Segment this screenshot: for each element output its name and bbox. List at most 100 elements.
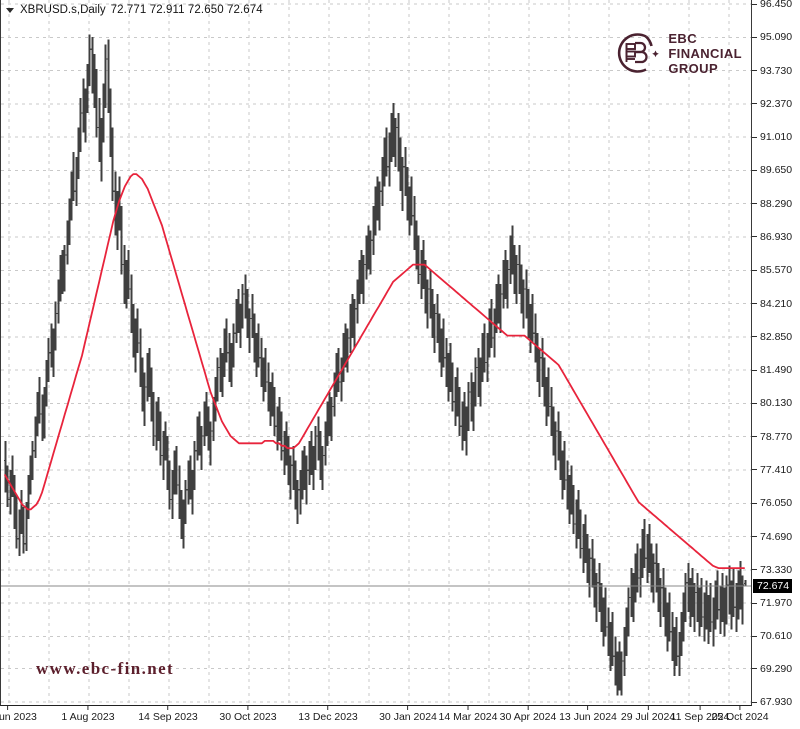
time-axis-tick-label: 16 Jun 2023 — [0, 711, 37, 723]
tick-mark — [752, 369, 757, 371]
price-axis-tick-label: 96.450 — [760, 0, 793, 10]
brand-line-3: GROUP — [668, 60, 719, 76]
price-axis-tick-label: 76.050 — [760, 497, 793, 510]
time-axis-tick-label: 11 Sep 2024 — [670, 711, 730, 723]
time-axis-tick: 29 Jul 2024 — [621, 706, 675, 723]
tick-mark — [327, 706, 329, 710]
time-axis-tick: 30 Jan 2024 — [379, 706, 437, 723]
tick-mark — [467, 706, 469, 710]
tick-mark — [247, 706, 249, 710]
tick-mark — [752, 336, 757, 338]
site-watermark: www.ebc-fin.net — [36, 659, 175, 678]
tick-mark — [752, 402, 757, 404]
time-axis-tick: 14 Sep 2023 — [138, 706, 198, 723]
time-axis-tick-label: 14 Sep 2023 — [138, 711, 198, 723]
chart-header[interactable]: XBRUSD.s,Daily 72.771 72.911 72.650 72.6… — [6, 2, 263, 18]
time-axis-tick-label: 30 Oct 2023 — [219, 711, 277, 723]
tick-mark — [752, 668, 757, 670]
price-axis-tick: 67.930 — [752, 696, 792, 708]
tick-mark — [752, 469, 757, 471]
brand-logo: EBC FINANCIAL GROUP — [613, 30, 742, 76]
price-axis-tick-label: 88.290 — [760, 197, 793, 210]
price-axis-tick-label: 73.330 — [760, 563, 793, 576]
tick-mark — [699, 706, 701, 710]
price-axis-tick: 80.130 — [752, 397, 792, 409]
time-axis-tick: 30 Apr 2024 — [499, 706, 557, 723]
price-axis-tick-label: 93.730 — [760, 64, 793, 77]
price-axis-tick: 86.930 — [752, 231, 792, 243]
price-axis-tick-label: 84.210 — [760, 297, 793, 310]
price-axis-tick: 91.010 — [752, 131, 792, 143]
price-axis-tick: 88.290 — [752, 198, 792, 210]
price-axis-tick-label: 81.490 — [760, 364, 793, 377]
tick-mark — [752, 136, 757, 138]
tick-mark — [752, 536, 757, 538]
price-axis-tick-label: 77.410 — [760, 463, 793, 476]
price-axis-tick: 73.330 — [752, 564, 792, 576]
price-axis-tick: 74.690 — [752, 531, 792, 543]
tick-mark — [752, 269, 757, 271]
price-axis-tick-label: 85.570 — [760, 264, 793, 277]
chart-plot-area[interactable] — [0, 0, 752, 706]
tick-mark — [7, 706, 9, 710]
tick-mark — [87, 706, 89, 710]
price-axis-tick-label: 74.690 — [760, 530, 793, 543]
time-axis-tick-label: 29 Jul 2024 — [620, 711, 676, 723]
tick-mark — [527, 706, 529, 710]
price-axis-tick: 69.290 — [752, 663, 792, 675]
price-axis-tick: 89.650 — [752, 164, 792, 176]
brand-wordmark: EBC FINANCIAL GROUP — [668, 31, 742, 76]
tick-mark — [752, 103, 757, 105]
tick-mark — [647, 706, 649, 710]
tick-mark — [587, 706, 589, 710]
price-axis-tick: 70.610 — [752, 630, 792, 642]
price-axis-tick-label: 91.010 — [760, 131, 793, 144]
price-axis-tick-label: 70.610 — [760, 630, 793, 643]
price-axis-tick: 93.730 — [752, 65, 792, 77]
time-axis-tick-label: 13 Jun 2024 — [559, 711, 617, 723]
ohlc-values: 72.771 72.911 72.650 72.674 — [110, 4, 263, 16]
price-axis-tick: 95.090 — [752, 31, 792, 43]
chevron-down-icon[interactable] — [6, 7, 14, 13]
brand-line-1: EBC — [668, 30, 697, 46]
tick-mark — [752, 169, 757, 171]
tick-mark — [167, 706, 169, 710]
tick-mark — [752, 36, 757, 38]
time-axis-tick: 1 Aug 2023 — [61, 706, 115, 723]
price-axis-tick-label: 89.650 — [760, 164, 793, 177]
price-axis-tick: 81.490 — [752, 364, 792, 376]
tick-mark — [739, 706, 741, 710]
time-axis-tick: 11 Sep 2024 — [670, 706, 730, 723]
price-axis-tick-label: 71.970 — [760, 597, 793, 610]
time-axis-tick-label: 30 Apr 2024 — [499, 711, 557, 723]
brand-line-2: FINANCIAL — [668, 45, 742, 61]
time-axis-tick-label: 14 Mar 2024 — [438, 711, 498, 723]
tick-mark — [752, 635, 757, 637]
price-axis-tick: 84.210 — [752, 298, 792, 310]
ebc-monogram-icon — [618, 33, 660, 73]
current-price-line — [1, 585, 751, 587]
tick-mark — [407, 706, 409, 710]
price-axis-tick: 82.850 — [752, 331, 792, 343]
time-axis-tick: 25 Oct 2024 — [711, 706, 769, 723]
time-axis[interactable]: 16 Jun 2023 1 Aug 2023 14 Sep 2023 30 Oct 2… — [0, 706, 769, 729]
time-axis-tick-label: 1 Aug 2023 — [61, 711, 115, 723]
time-axis-tick: 14 Mar 2024 — [438, 706, 498, 723]
price-axis-tick: 77.410 — [752, 464, 792, 476]
price-axis-tick-label: 86.930 — [760, 230, 793, 243]
symbol-label: XBRUSD.s,Daily — [20, 4, 106, 16]
price-axis-tick: 96.450 — [752, 0, 792, 10]
tick-mark — [752, 502, 757, 504]
price-axis-tick-label: 95.090 — [760, 31, 793, 44]
tick-mark — [752, 236, 757, 238]
price-axis[interactable]: 96.450 95.090 93.730 92.370 91.010 89.650 88.2… — [752, 0, 800, 708]
price-axis-tick-label: 69.290 — [760, 662, 793, 675]
price-axis-tick-label: 82.850 — [760, 330, 793, 343]
current-price-badge: 72.674 — [753, 578, 793, 593]
time-axis-tick-label: 25 Oct 2024 — [711, 711, 769, 723]
tick-mark — [752, 203, 757, 205]
tick-mark — [752, 569, 757, 571]
time-axis-tick: 30 Oct 2023 — [219, 706, 277, 723]
time-axis-tick: 13 Dec 2023 — [298, 706, 358, 723]
